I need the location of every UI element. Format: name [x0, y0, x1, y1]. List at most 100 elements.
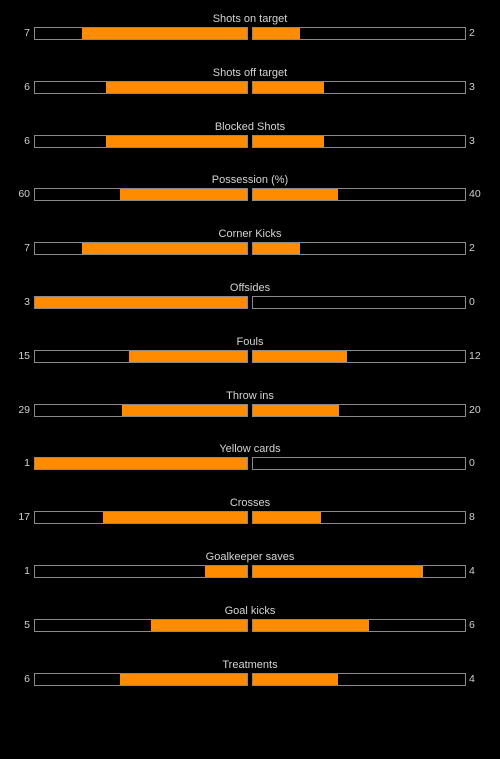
- stat-label: Corner Kicks: [218, 228, 282, 241]
- away-bar-fill: [253, 81, 324, 93]
- away-bar-track: [252, 672, 466, 686]
- home-value: 1: [24, 457, 30, 470]
- home-bar-fill: [150, 619, 247, 631]
- home-bar-fill: [105, 81, 247, 93]
- away-bar-track: [252, 403, 466, 417]
- home-bar-track: [34, 618, 248, 632]
- home-bar-track: [34, 242, 248, 256]
- home-value: 1: [24, 564, 30, 577]
- stat-row: Possession (%) 60 40: [0, 173, 500, 227]
- home-bar-track: [34, 295, 248, 309]
- away-value: 0: [469, 295, 475, 308]
- home-bar-fill: [35, 458, 247, 470]
- stat-row: Treatments 6 4: [0, 658, 500, 712]
- stat-label: Fouls: [236, 335, 264, 348]
- stat-row: Shots on target 7 2: [0, 12, 500, 66]
- home-value: 6: [24, 672, 30, 685]
- stat-row: Corner Kicks 7 2: [0, 227, 500, 281]
- stat-row: Blocked Shots 6 3: [0, 120, 500, 174]
- away-bar-fill: [253, 350, 348, 362]
- away-bar-fill: [253, 243, 301, 255]
- away-value: 2: [469, 242, 475, 255]
- home-value: 17: [18, 511, 30, 524]
- home-value: 5: [24, 618, 30, 631]
- away-value: 6: [469, 618, 475, 631]
- away-value: 8: [469, 511, 475, 524]
- home-bar-track: [34, 403, 248, 417]
- away-bar-fill: [253, 189, 338, 201]
- away-value: 3: [469, 80, 475, 93]
- home-bar-track: [34, 349, 248, 363]
- stat-label: Goalkeeper saves: [205, 550, 295, 563]
- stat-row: Yellow cards 1 0: [0, 442, 500, 496]
- away-value: 0: [469, 457, 475, 470]
- stat-bars: 29 20: [0, 403, 500, 417]
- home-bar-track: [34, 511, 248, 525]
- home-bar-fill: [82, 28, 247, 39]
- away-value: 40: [469, 188, 481, 201]
- home-bar-fill: [121, 404, 247, 416]
- away-bar-fill: [253, 619, 369, 631]
- home-bar-track: [34, 188, 248, 202]
- stat-row: Crosses 17 8: [0, 496, 500, 550]
- home-value: 3: [24, 295, 30, 308]
- home-bar-track: [34, 80, 248, 94]
- home-value: 29: [18, 403, 30, 416]
- home-bar-track: [34, 457, 248, 471]
- home-bar-fill: [82, 243, 247, 255]
- home-bar-fill: [105, 135, 247, 147]
- stat-label: Yellow cards: [219, 443, 281, 456]
- home-bar-fill: [129, 350, 247, 362]
- stat-row: Throw ins 29 20: [0, 389, 500, 443]
- home-value: 6: [24, 80, 30, 93]
- home-value: 60: [18, 188, 30, 201]
- home-bar-fill: [35, 296, 247, 308]
- stat-label: Goal kicks: [224, 604, 276, 617]
- stat-row: Fouls 15 12: [0, 335, 500, 389]
- stat-label: Crosses: [229, 497, 271, 510]
- away-value: 2: [469, 27, 475, 39]
- away-bar-fill: [253, 673, 338, 685]
- home-bar-track: [34, 564, 248, 578]
- home-value: 6: [24, 134, 30, 147]
- home-bar-track: [34, 27, 248, 40]
- home-bar-track: [34, 672, 248, 686]
- away-bar-track: [252, 242, 466, 256]
- away-bar-fill: [253, 404, 340, 416]
- away-value: 20: [469, 403, 481, 416]
- away-bar-track: [252, 349, 466, 363]
- home-bar-fill: [204, 565, 247, 577]
- away-value: 4: [469, 564, 475, 577]
- stat-bars: 17 8: [0, 511, 500, 525]
- away-bar-track: [252, 295, 466, 309]
- home-bar-fill: [119, 673, 247, 685]
- stat-row: Goal kicks 5 6: [0, 604, 500, 658]
- away-bar-track: [252, 564, 466, 578]
- away-value: 12: [469, 349, 481, 362]
- stat-row: Goalkeeper saves 1 4: [0, 550, 500, 604]
- away-value: 3: [469, 134, 475, 147]
- home-bar-fill: [119, 189, 247, 201]
- home-value: 15: [18, 349, 30, 362]
- home-value: 7: [24, 27, 30, 39]
- stat-label: Throw ins: [226, 389, 274, 402]
- away-bar-track: [252, 457, 466, 471]
- home-bar-track: [34, 134, 248, 148]
- stat-bars: 15 12: [0, 349, 500, 363]
- home-value: 7: [24, 242, 30, 255]
- stat-label: Possession (%): [211, 174, 289, 187]
- stat-label: Shots on target: [212, 13, 288, 25]
- away-bar-track: [252, 27, 466, 40]
- away-value: 4: [469, 672, 475, 685]
- away-bar-track: [252, 80, 466, 94]
- stat-bars: 60 40: [0, 188, 500, 202]
